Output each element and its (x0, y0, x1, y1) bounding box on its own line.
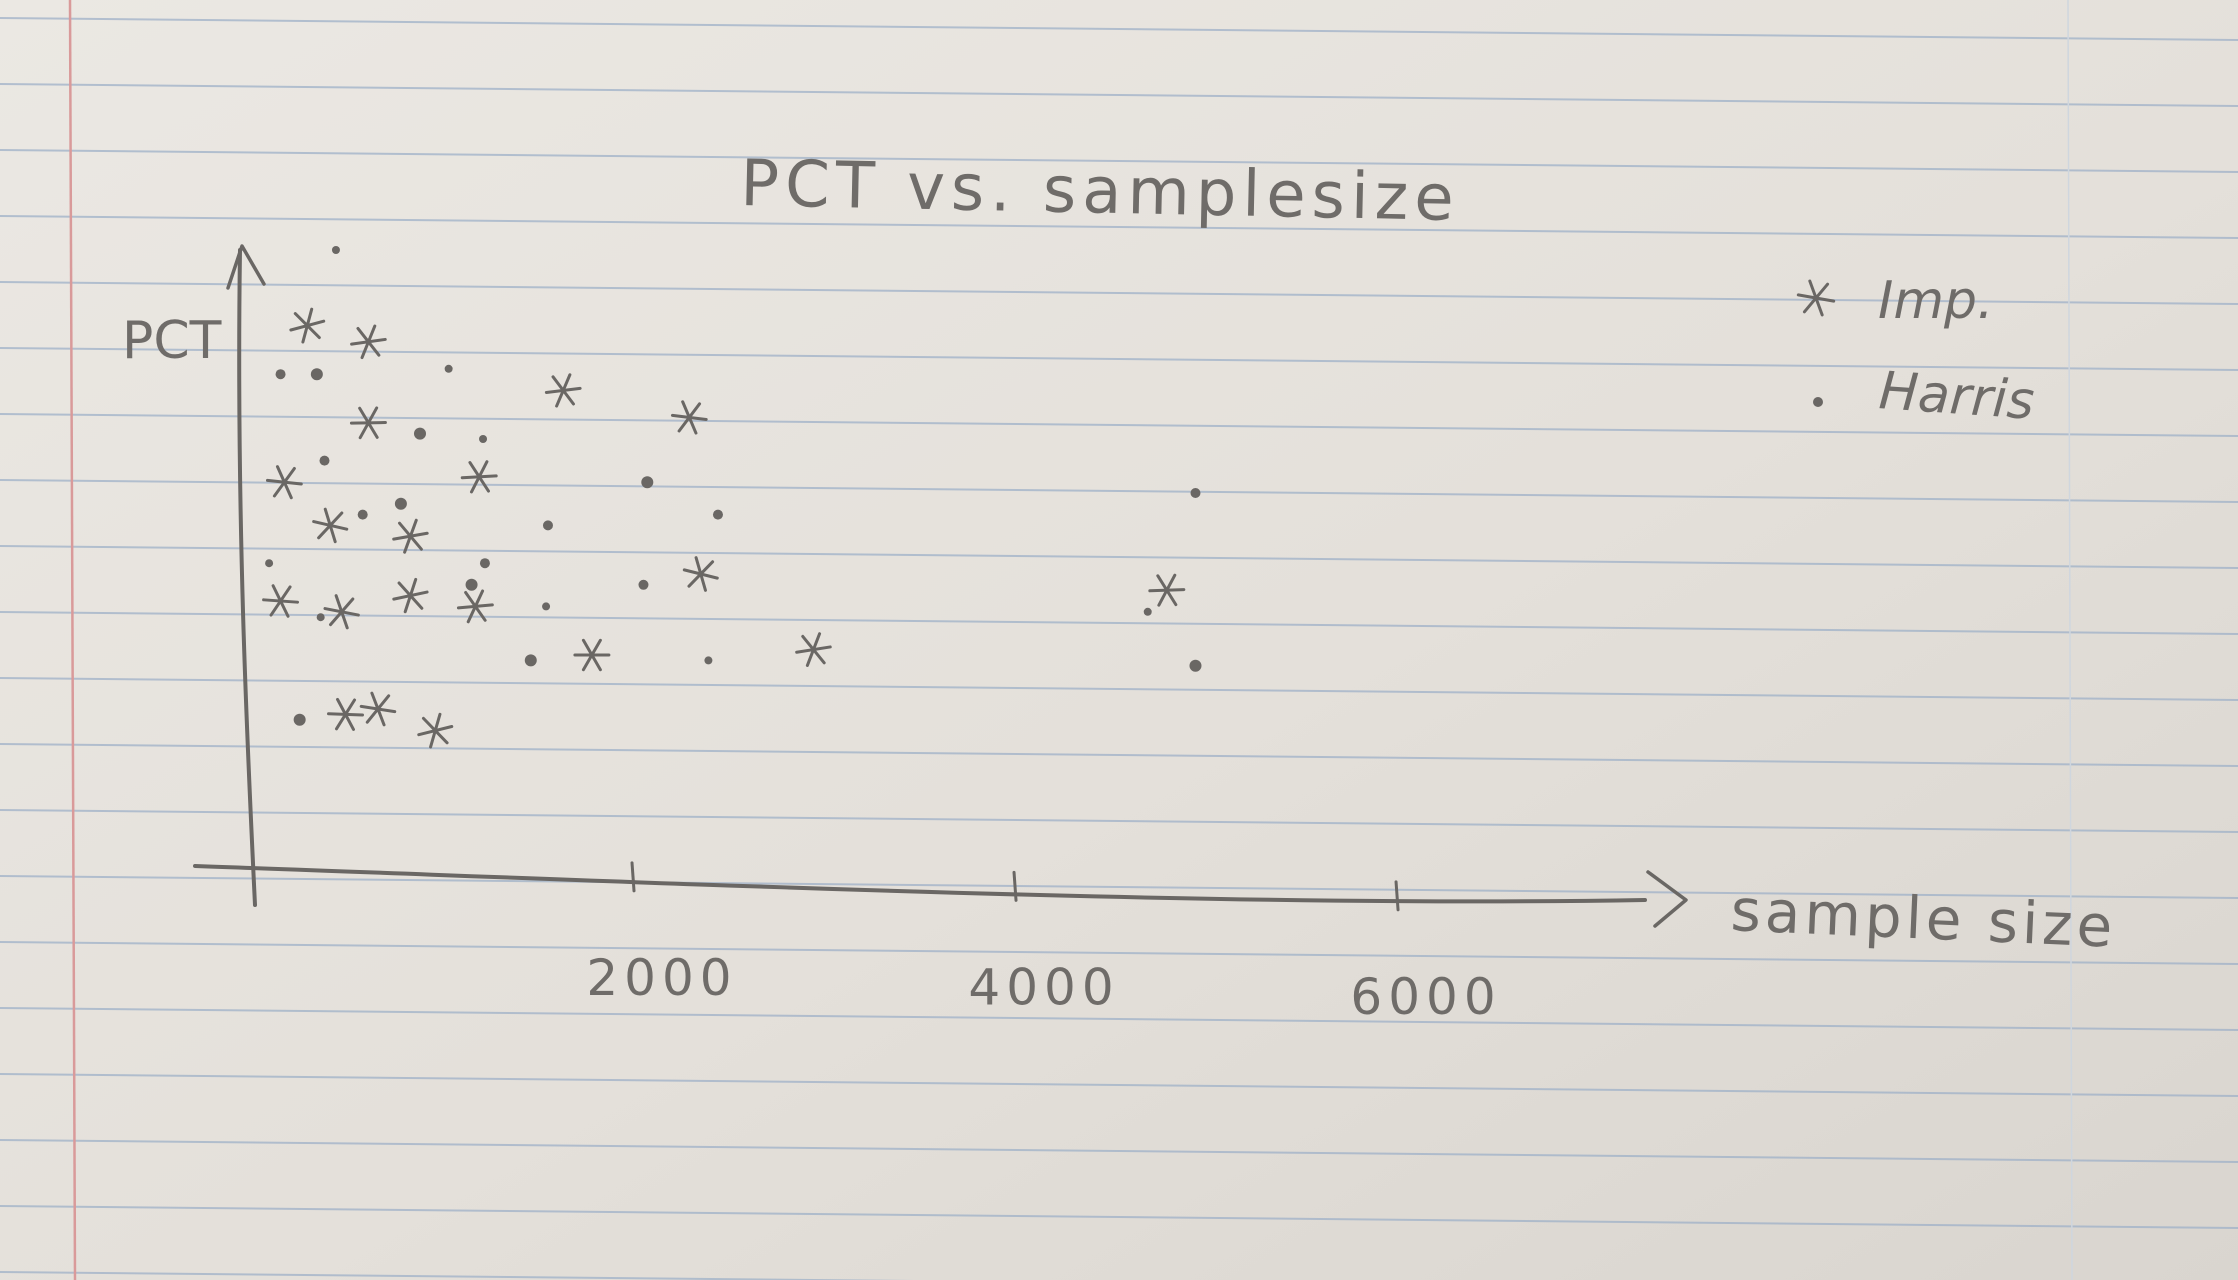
point-harris-15 (542, 602, 551, 611)
y-axis-arrowhead (226, 244, 266, 290)
ruled-line (0, 611, 2238, 635)
ruled-line (0, 215, 2238, 239)
ruled-line (0, 479, 2238, 503)
point-imp-3 (265, 465, 303, 500)
point-harris-4 (319, 455, 330, 466)
point-imp-7 (262, 584, 300, 618)
point-imp-12 (359, 691, 397, 727)
ruled-lines (0, 17, 2238, 1280)
data-points (262, 246, 1202, 749)
point-harris-2 (310, 368, 323, 381)
point-harris-17 (524, 654, 537, 667)
legend-dot-marker (1813, 397, 1823, 407)
point-harris-5 (413, 427, 426, 440)
point-imp-2 (349, 406, 387, 440)
ruled-line (0, 677, 2238, 701)
x-tick-mark-4000 (1012, 870, 1018, 902)
point-imp-8 (323, 594, 360, 630)
point-harris-21 (1143, 607, 1152, 616)
ruled-line (0, 17, 2238, 41)
point-imp-5 (392, 518, 429, 554)
legend-label-harris: Harris (1877, 361, 2036, 432)
point-harris-7 (357, 509, 368, 520)
point-harris-3 (444, 364, 453, 373)
x-axis-arrowhead (1646, 870, 1688, 928)
y-axis-line (237, 248, 257, 907)
x-tick-mark-6000 (1394, 880, 1400, 912)
point-harris-6 (479, 435, 488, 443)
legend-star-marker (1796, 279, 1836, 317)
ruled-line (0, 1073, 2238, 1097)
point-imp-19 (1148, 573, 1186, 607)
point-harris-9 (265, 559, 274, 568)
point-imp-0 (289, 307, 326, 344)
point-imp-17 (682, 556, 719, 592)
point-harris-16 (638, 579, 649, 590)
x-axis-label: sample size (1729, 876, 2117, 961)
point-harris-19 (712, 509, 723, 520)
point-harris-20 (293, 713, 306, 726)
x-tick-label-4000: 4000 (968, 958, 1119, 1016)
x-ticks: 2000 4000 6000 (586, 861, 1501, 1026)
point-imp-15 (573, 638, 611, 672)
ruled-line (0, 1139, 2238, 1163)
legend-label-imp: Imp. (1878, 271, 1994, 331)
point-harris-10 (479, 558, 490, 569)
ruled-line (0, 413, 2238, 437)
ruled-line (0, 809, 2238, 833)
point-imp-18 (795, 632, 832, 667)
point-imp-10 (456, 589, 494, 624)
point-imp-4 (312, 507, 349, 544)
ruled-line (0, 1205, 2238, 1229)
legend: Imp. Harris (1796, 271, 2036, 432)
x-tick-mark-2000 (630, 861, 636, 893)
ruled-line (0, 743, 2238, 767)
point-imp-6 (460, 460, 498, 494)
ruled-line (0, 83, 2238, 107)
point-imp-11 (327, 697, 364, 731)
x-tick-label-2000: 2000 (586, 949, 737, 1007)
legend-star-glyph (1796, 279, 1836, 317)
ruled-line (0, 1271, 916, 1280)
point-harris-22 (1190, 488, 1201, 498)
ruled-line (0, 347, 2238, 371)
axes (193, 244, 1688, 928)
point-imp-9 (392, 577, 429, 614)
margin-line (68, 0, 77, 1280)
x-tick-label-6000: 6000 (1350, 968, 1501, 1026)
point-harris-14 (641, 476, 654, 489)
x-axis-line (193, 864, 1647, 904)
ruled-line (0, 941, 2238, 965)
ruled-line (0, 1007, 2238, 1031)
point-harris-18 (704, 656, 713, 665)
point-imp-14 (544, 373, 582, 408)
y-axis-label: PCT (122, 311, 222, 371)
point-harris-1 (275, 369, 286, 380)
point-harris-13 (542, 520, 553, 531)
point-imp-16 (670, 400, 708, 435)
point-harris-11 (465, 578, 478, 591)
right-margin-line (2067, 0, 2073, 1280)
point-imp-13 (417, 712, 454, 749)
chart-title: PCT vs. samplesize (740, 147, 1461, 236)
ruled-line (0, 545, 2238, 569)
point-harris-23 (1189, 659, 1202, 672)
point-harris-0 (331, 246, 340, 254)
point-harris-8 (394, 497, 407, 510)
ruled-line (0, 281, 2238, 305)
ruled-line (0, 149, 2238, 173)
ruled-line (0, 875, 2238, 899)
point-harris-12 (316, 613, 325, 622)
point-imp-1 (350, 324, 387, 360)
